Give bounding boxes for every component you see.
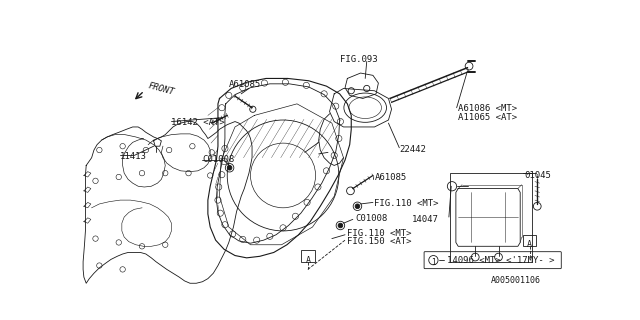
Text: A61085: A61085 — [229, 80, 261, 89]
Text: FIG.110 <MT>: FIG.110 <MT> — [374, 198, 439, 208]
Text: 16142 <AT>: 16142 <AT> — [172, 118, 225, 127]
Text: A: A — [305, 256, 310, 265]
Circle shape — [338, 223, 343, 228]
Text: A005001106: A005001106 — [491, 276, 541, 284]
Text: 22442: 22442 — [399, 145, 426, 154]
Circle shape — [227, 165, 232, 170]
Text: 14096 <MT> <'17MY- >: 14096 <MT> <'17MY- > — [447, 256, 554, 265]
Text: A61086 <MT>: A61086 <MT> — [458, 104, 517, 113]
Text: 11413: 11413 — [120, 152, 147, 161]
Bar — [451, 173, 532, 262]
Text: C01008: C01008 — [202, 156, 235, 164]
Text: FIG.093: FIG.093 — [340, 55, 377, 64]
Bar — [301, 250, 315, 262]
Bar — [524, 235, 536, 245]
Text: A61085: A61085 — [374, 173, 407, 182]
Text: FRONT: FRONT — [147, 81, 175, 96]
Text: A: A — [527, 240, 532, 249]
Text: 01045: 01045 — [524, 171, 551, 180]
Text: 14047: 14047 — [412, 215, 438, 225]
Text: C01008: C01008 — [355, 214, 387, 223]
Circle shape — [355, 204, 360, 209]
Text: 1: 1 — [431, 258, 436, 267]
Text: A11065 <AT>: A11065 <AT> — [458, 113, 517, 122]
Text: FIG.110 <MT>: FIG.110 <MT> — [348, 229, 412, 238]
Text: FIG.150 <AT>: FIG.150 <AT> — [348, 237, 412, 246]
